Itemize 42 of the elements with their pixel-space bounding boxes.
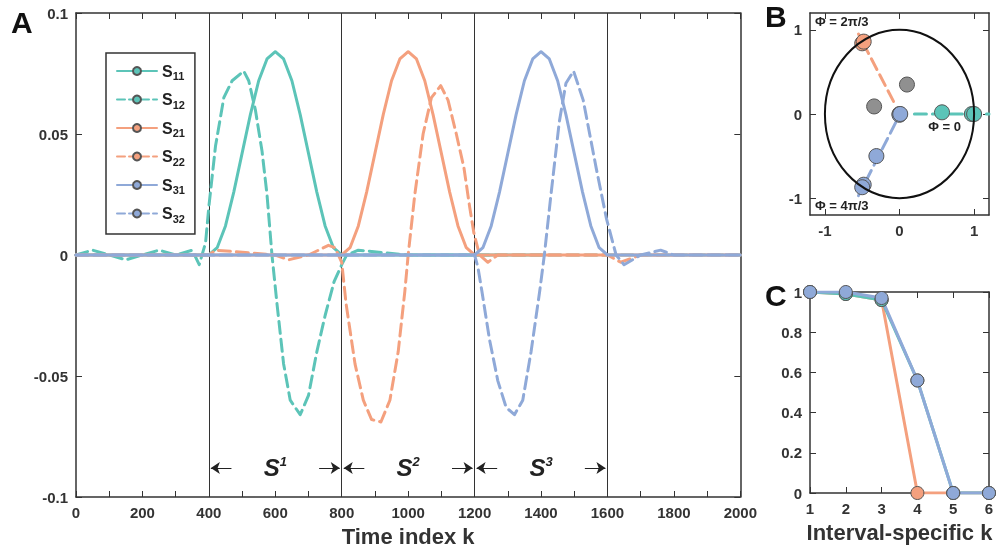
x-tick-label: 3 <box>877 500 886 517</box>
x-axis-title: Interval-specific k <box>806 519 994 545</box>
x-tick-label: 1000 <box>391 504 425 521</box>
x-tick-label: 4 <box>913 500 923 517</box>
y-tick-label: -1 <box>788 189 802 207</box>
y-tick-label: 0.8 <box>781 323 802 341</box>
x-tick-label: 1200 <box>457 504 492 521</box>
y-tick-label: 0.4 <box>781 404 803 422</box>
y-tick-label: 0.05 <box>38 125 68 143</box>
x-tick-label: 0 <box>71 504 81 521</box>
x-axis-title: Time index k <box>341 523 476 549</box>
y-tick-label: 0.6 <box>781 363 802 381</box>
y-tick-label: 0.2 <box>781 444 802 462</box>
annotation: Φ = 4π/3 <box>815 198 869 213</box>
y-tick-label: -0.05 <box>33 367 68 385</box>
annotation: Φ = 0 <box>928 119 961 135</box>
y-tick-label: 0.1 <box>47 4 68 22</box>
y-tick-label: 0 <box>59 246 68 264</box>
x-tick-label: 1 <box>805 500 815 517</box>
chart-title: C <box>765 278 787 312</box>
x-tick-label: 800 <box>329 504 355 521</box>
x-tick-label: 1800 <box>657 504 691 521</box>
y-tick-label: 1 <box>793 21 802 39</box>
x-tick-label: 2000 <box>723 504 757 521</box>
y-tick-label: 1 <box>793 283 802 301</box>
x-tick-label: 2 <box>841 500 850 517</box>
x-tick-label: 1 <box>969 222 979 239</box>
x-tick-label: 0 <box>895 222 904 239</box>
x-tick-label: 5 <box>949 500 958 517</box>
x-tick-label: 6 <box>984 500 994 517</box>
x-tick-label: 400 <box>196 504 222 521</box>
x-tick-label: -1 <box>818 222 832 239</box>
x-tick-label: 600 <box>262 504 288 521</box>
chart-title: B <box>765 0 787 33</box>
y-tick-label: 0 <box>793 484 802 502</box>
annotation: Φ = 2π/3 <box>815 14 869 29</box>
chart-title: A <box>11 5 33 39</box>
x-tick-label: 200 <box>129 504 155 521</box>
y-tick-label: -0.1 <box>42 488 68 506</box>
x-tick-label: 1600 <box>590 504 625 521</box>
x-tick-label: 1400 <box>524 504 558 521</box>
y-tick-label: 0 <box>793 105 802 123</box>
